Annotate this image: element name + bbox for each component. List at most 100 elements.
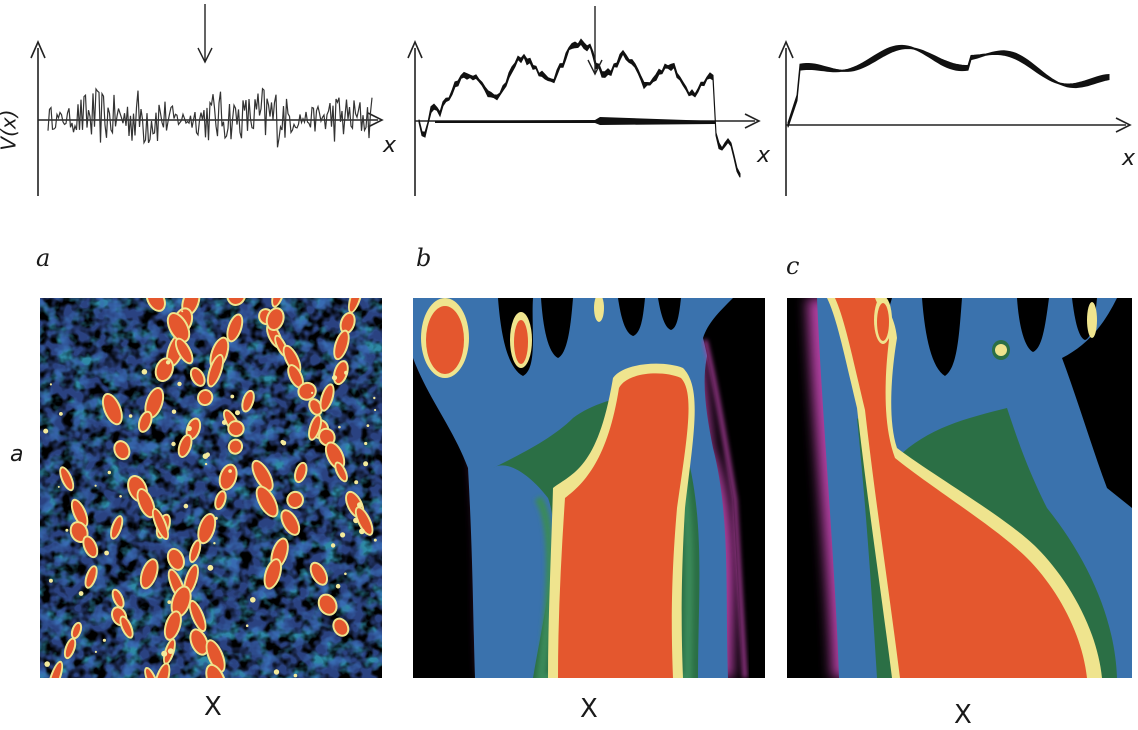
streak-blob bbox=[336, 463, 347, 481]
streak-blob bbox=[72, 500, 87, 526]
potential-band bbox=[787, 44, 1110, 128]
speckle-dot bbox=[338, 425, 341, 429]
diagonal-streaks bbox=[43, 298, 377, 678]
streak-blob bbox=[253, 461, 272, 490]
small-blob bbox=[514, 320, 528, 364]
streak-blob bbox=[229, 440, 242, 453]
speckle-dot bbox=[167, 648, 174, 654]
streak-blob bbox=[185, 565, 198, 594]
streak-blob bbox=[141, 560, 157, 588]
streak-blob bbox=[216, 492, 225, 509]
streak-blob bbox=[319, 595, 336, 614]
potential-plot-a: V(x) x bbox=[0, 0, 396, 210]
speckle-dot bbox=[214, 516, 218, 520]
streak-blob bbox=[207, 665, 225, 678]
streak-blob bbox=[176, 339, 192, 363]
streak-blob bbox=[229, 422, 243, 436]
streak-blob bbox=[115, 442, 129, 459]
speckle-dot bbox=[331, 375, 338, 381]
speckle-dot bbox=[104, 550, 109, 556]
tiny-blob bbox=[995, 344, 1007, 356]
speckle-dot bbox=[213, 542, 216, 545]
streak-blob bbox=[65, 639, 75, 658]
panel-label-c: c bbox=[786, 252, 800, 280]
speckle-dot bbox=[94, 650, 97, 653]
streak-blob bbox=[61, 468, 73, 490]
speckle-dot bbox=[335, 583, 341, 589]
streak-blob bbox=[326, 443, 344, 468]
streak-blob bbox=[257, 487, 277, 516]
finger-blue-4 bbox=[658, 298, 681, 330]
streak-blob bbox=[138, 489, 154, 517]
y-axis-arrow bbox=[30, 40, 46, 59]
speckle-dot bbox=[281, 440, 287, 446]
speckle-dot bbox=[235, 410, 240, 416]
speckle-dot bbox=[171, 409, 177, 414]
finger-blue-3 bbox=[618, 298, 645, 336]
streak-blob bbox=[191, 630, 207, 654]
streak-blob bbox=[145, 668, 157, 678]
streak-blob bbox=[153, 509, 168, 539]
red-main-region bbox=[835, 298, 1087, 678]
speckle-dot bbox=[94, 484, 97, 487]
speckle-dot bbox=[364, 441, 368, 446]
streak-blob bbox=[208, 355, 223, 386]
x-axis-arrow bbox=[367, 112, 384, 128]
streak-blob bbox=[190, 541, 200, 562]
streak-blob bbox=[265, 560, 281, 588]
x-axis-label: x bbox=[757, 143, 771, 168]
speckle-dot bbox=[245, 624, 249, 627]
streak-blob bbox=[311, 563, 327, 584]
streak-blob bbox=[86, 567, 96, 587]
streak-blob bbox=[187, 419, 200, 439]
y-axis-arrow bbox=[778, 40, 794, 59]
speckle-dot bbox=[359, 528, 365, 535]
speckle-dot bbox=[141, 369, 148, 375]
speckle-dot bbox=[167, 600, 172, 604]
speckle-dot bbox=[344, 370, 349, 375]
speckle-dot bbox=[128, 414, 133, 418]
green-inner-glow bbox=[534, 467, 694, 678]
streak-blob bbox=[146, 388, 163, 417]
streak-blob bbox=[356, 508, 372, 534]
speckle-dot bbox=[43, 428, 49, 434]
speckle-dot bbox=[207, 564, 214, 571]
spacetime-panel-b bbox=[413, 298, 765, 678]
streak-blob bbox=[228, 298, 245, 304]
speckle-dot bbox=[202, 453, 209, 459]
speckle-dot bbox=[293, 673, 298, 678]
streak-blob bbox=[207, 641, 224, 671]
x-axis-arrow bbox=[744, 113, 761, 129]
streak-blob bbox=[155, 664, 169, 678]
spacetime-panel-a-svg bbox=[40, 298, 382, 678]
finger-blue-2 bbox=[1017, 298, 1049, 352]
baseline-band bbox=[435, 117, 715, 125]
speckle-dot bbox=[354, 480, 359, 485]
streak-blob bbox=[309, 416, 321, 439]
speckle-dot bbox=[78, 591, 84, 596]
streak-blob bbox=[320, 429, 334, 445]
streak-blob bbox=[84, 537, 97, 557]
streak-blob bbox=[321, 385, 333, 410]
potential-plot-c: x bbox=[770, 0, 1138, 210]
streak-blob bbox=[289, 366, 303, 387]
streak-blob bbox=[121, 617, 132, 637]
spacetime-panel-b-svg bbox=[413, 298, 765, 678]
streak-blob bbox=[267, 309, 283, 330]
streak-blob bbox=[243, 391, 253, 411]
speckle-dot bbox=[374, 408, 377, 412]
streak-blob bbox=[156, 359, 172, 381]
speckle-dot bbox=[177, 381, 182, 387]
streak-blob bbox=[147, 298, 164, 310]
streak-blob bbox=[334, 619, 348, 635]
bottom-x-label-b: X bbox=[580, 694, 598, 724]
speckle-dot bbox=[186, 425, 192, 432]
speckle-dot bbox=[171, 441, 176, 447]
speckle-dot bbox=[366, 424, 370, 427]
down-arrow-head bbox=[197, 47, 213, 64]
right-black-region bbox=[1062, 298, 1132, 508]
streak-blob bbox=[168, 549, 183, 569]
speckle-dot bbox=[344, 572, 347, 576]
streak-blob bbox=[282, 511, 299, 534]
small-blob bbox=[877, 303, 889, 341]
